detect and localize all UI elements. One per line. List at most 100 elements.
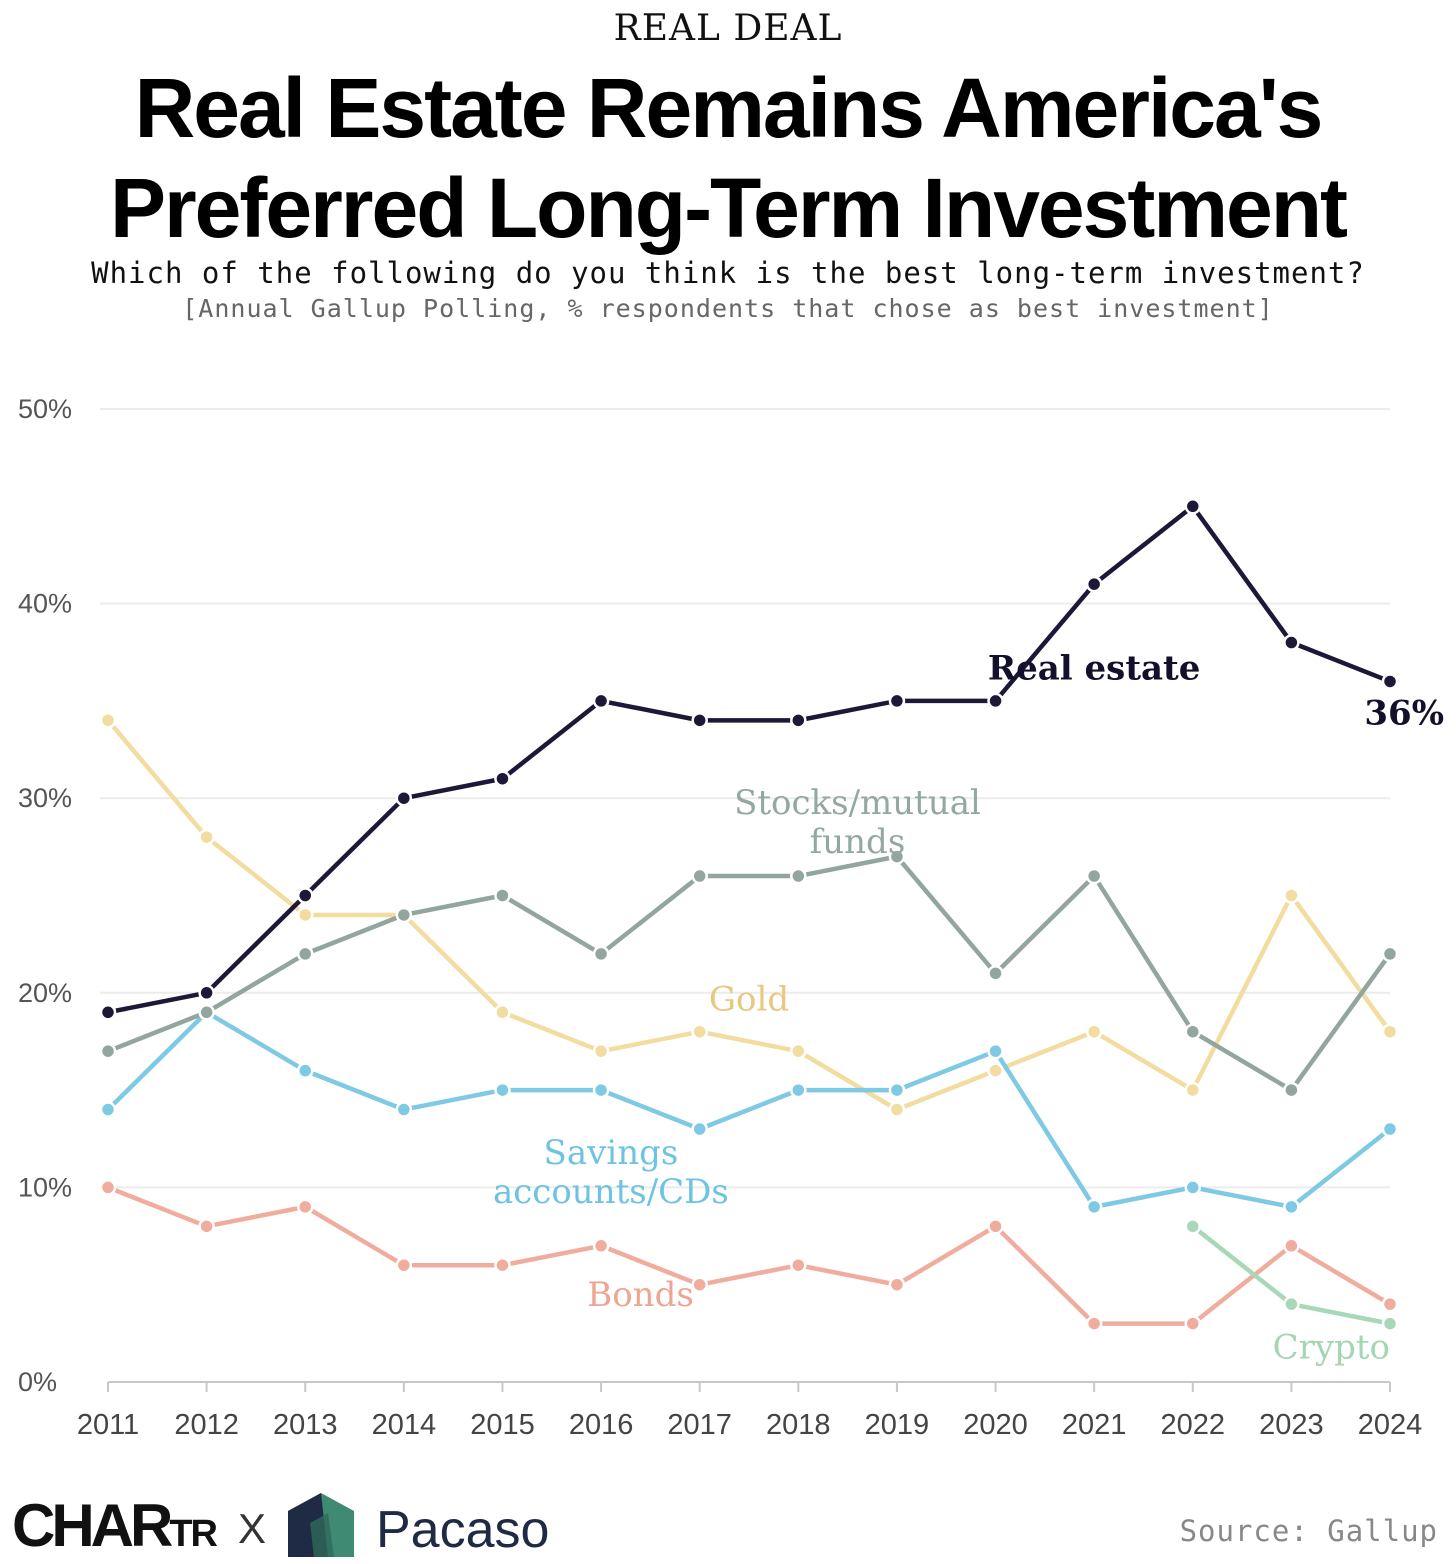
series-real-estate: [99, 498, 1399, 1021]
chartr-logo: CHARTR: [12, 1491, 218, 1559]
data-point-gold: [691, 1023, 708, 1040]
data-point-gold: [1085, 1023, 1103, 1040]
data-point-savings-accounts-cds: [1381, 1120, 1399, 1138]
series-crypto: [1184, 1218, 1399, 1332]
series-line-real-estate: [105, 504, 1393, 1015]
y-tick-label: 30%: [18, 783, 72, 813]
data-point-savings-accounts-cds: [691, 1120, 708, 1138]
data-point-stocks-mutual-funds: [691, 867, 708, 885]
data-point-gold: [987, 1062, 1004, 1079]
data-point-real-estate: [790, 712, 807, 729]
x-tick-label: 2023: [1259, 1409, 1324, 1441]
x-tick-label: 2011: [77, 1409, 139, 1441]
x-tick-label: 2020: [963, 1409, 1028, 1441]
kicker: REAL DEAL: [613, 8, 843, 49]
data-point-real-estate: [494, 770, 511, 787]
data-point-bonds: [198, 1218, 215, 1235]
collab-x: X: [237, 1505, 266, 1552]
data-point-stocks-mutual-funds: [1283, 1081, 1300, 1099]
x-tick-label: 2022: [1161, 1409, 1226, 1441]
series-label-crypto: Crypto: [1273, 1328, 1390, 1368]
pacaso-house-icon: [288, 1493, 354, 1557]
series-stocks-mutual-funds: [99, 848, 1399, 1099]
data-point-crypto: [1283, 1295, 1300, 1313]
data-point-real-estate: [1085, 575, 1103, 593]
x-tick-label: 2017: [667, 1409, 732, 1441]
data-point-stocks-mutual-funds: [494, 887, 511, 904]
y-tick-label: 20%: [18, 978, 72, 1008]
data-point-real-estate: [691, 712, 708, 729]
x-tick-label: 2016: [569, 1409, 634, 1441]
data-point-savings-accounts-cds: [1184, 1179, 1202, 1196]
x-tick-label: 2018: [766, 1409, 831, 1441]
data-point-bonds: [1381, 1295, 1399, 1313]
x-tick-label: 2013: [273, 1409, 338, 1441]
data-point-real-estate: [888, 692, 906, 710]
y-tick-label: 0%: [18, 1367, 57, 1397]
data-point-gold: [296, 906, 314, 924]
series-label-savings-accounts-cds: accounts/CDs: [493, 1172, 729, 1212]
data-point-savings-accounts-cds: [1283, 1198, 1300, 1216]
data-point-stocks-mutual-funds: [296, 945, 314, 963]
data-point-stocks-mutual-funds: [790, 867, 807, 885]
series-savings-accounts-cds: [99, 1004, 1399, 1216]
data-point-crypto: [1184, 1218, 1202, 1235]
data-point-stocks-mutual-funds: [198, 1004, 215, 1021]
data-point-stocks-mutual-funds: [888, 848, 906, 865]
series-bonds: [99, 1179, 1399, 1332]
source-note: Source: Gallup: [1179, 1514, 1438, 1548]
x-tick-label: 2024: [1358, 1409, 1423, 1441]
data-point-bonds: [691, 1276, 708, 1293]
data-point-real-estate: [198, 984, 215, 1002]
x-axis: 2011 2012 2013 2014 2015 2016 2017 2018 2019 2020…: [77, 1381, 1423, 1441]
data-point-real-estate: [592, 692, 610, 710]
data-point-crypto: [1381, 1315, 1399, 1332]
data-point-real-estate: [99, 1004, 117, 1021]
data-point-stocks-mutual-funds: [1184, 1023, 1202, 1040]
x-tick-label: 2019: [865, 1409, 930, 1441]
series-gold: [99, 712, 1399, 1118]
series-label-real-estate: Real estate: [988, 648, 1201, 688]
data-point-bonds: [592, 1237, 610, 1255]
x-tick-label: 2012: [174, 1409, 239, 1441]
data-point-bonds: [296, 1198, 314, 1216]
data-point-real-estate: [1381, 673, 1399, 690]
data-point-stocks-mutual-funds: [592, 945, 610, 963]
data-point-stocks-mutual-funds: [1381, 945, 1399, 963]
data-point-bonds: [494, 1256, 511, 1274]
data-point-bonds: [1283, 1237, 1300, 1255]
x-tick-label: 2021: [1062, 1409, 1127, 1441]
data-point-bonds: [99, 1179, 117, 1196]
data-point-real-estate: [1184, 498, 1202, 515]
chart-note: [Annual Gallup Polling, % respondents th…: [182, 294, 1274, 323]
data-point-gold: [1184, 1081, 1202, 1099]
line-chart: 0%10%20%30%40%50% 2011 2012 2013 2014 2015 20…: [18, 394, 1444, 1441]
data-point-stocks-mutual-funds: [395, 906, 413, 924]
gridlines: 0% 10% 20% 30% 40% 50%: [18, 394, 1390, 1397]
data-point-bonds: [888, 1276, 906, 1293]
data-point-bonds: [395, 1256, 413, 1274]
data-point-gold: [790, 1042, 807, 1060]
series-label-bonds: Bonds: [587, 1275, 694, 1315]
data-point-savings-accounts-cds: [395, 1101, 413, 1118]
data-point-bonds: [790, 1256, 807, 1274]
data-point-savings-accounts-cds: [99, 1101, 117, 1118]
series-line-savings-accounts-cds: [105, 1010, 1393, 1210]
data-point-stocks-mutual-funds: [987, 965, 1004, 982]
end-value-annotation: 36%: [1364, 693, 1444, 733]
series-lines: [99, 498, 1399, 1332]
series-label-stocks-mutual-funds: funds: [810, 822, 906, 862]
data-point-savings-accounts-cds: [296, 1062, 314, 1079]
data-point-gold: [592, 1042, 610, 1060]
data-point-gold: [1283, 887, 1300, 904]
series-line-bonds: [105, 1185, 1393, 1326]
chart-subtitle: Which of the following do you think is t…: [91, 256, 1365, 290]
y-tick-label: 10%: [18, 1172, 72, 1202]
data-point-gold: [1381, 1023, 1399, 1040]
data-point-stocks-mutual-funds: [1085, 867, 1103, 885]
data-point-savings-accounts-cds: [987, 1042, 1004, 1060]
pacaso-wordmark: Pacaso: [376, 1501, 550, 1559]
data-point-savings-accounts-cds: [592, 1081, 610, 1099]
data-point-savings-accounts-cds: [790, 1081, 807, 1099]
series-label-savings-accounts-cds: Savings: [544, 1133, 679, 1173]
